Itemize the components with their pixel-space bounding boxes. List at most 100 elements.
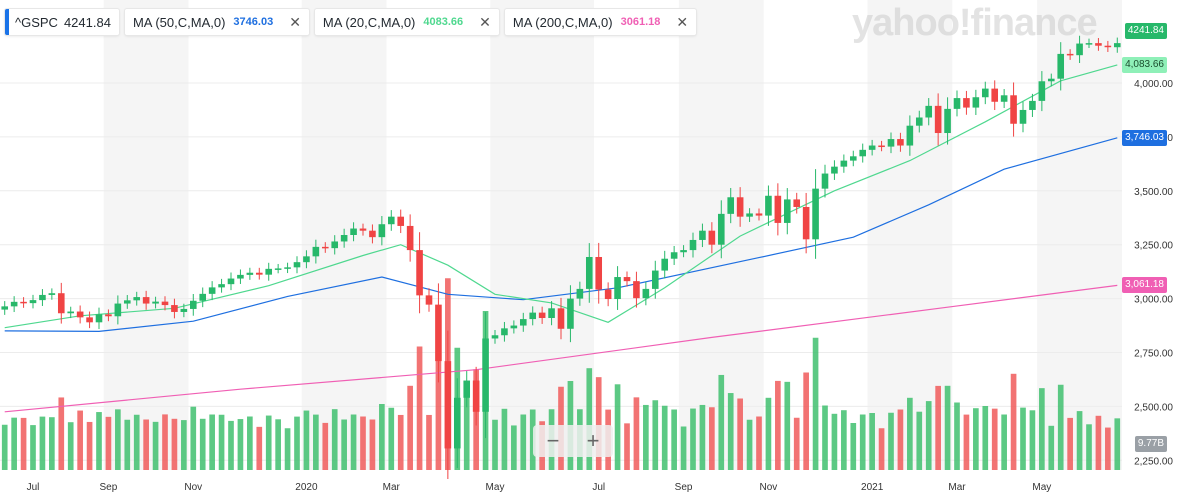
volume-bar [775, 380, 781, 470]
volume-bars [1, 278, 1121, 470]
candle-body [755, 213, 763, 216]
ma50-close-icon[interactable]: ✕ [289, 13, 301, 30]
candle-body [1038, 81, 1046, 101]
candle-body [199, 293, 207, 301]
candle-body [152, 301, 159, 304]
volume-bar [944, 385, 951, 470]
candle-body [180, 308, 188, 312]
candle-body [651, 270, 659, 289]
candle-body [48, 293, 56, 295]
volume-bar [935, 385, 941, 470]
candle-body [774, 195, 782, 223]
candle-body [340, 235, 348, 242]
candle-body [793, 199, 801, 207]
candle-body [623, 277, 631, 282]
candle-body [293, 262, 301, 268]
x-tick-label: May [486, 482, 505, 493]
candle-body [255, 272, 263, 275]
candle-body [39, 294, 46, 301]
candle-body [576, 288, 584, 299]
candle-body [1, 306, 9, 310]
volume-bar [699, 404, 706, 470]
volume-bar [331, 409, 338, 470]
symbol-chip[interactable]: ^GSPC 4241.84 [5, 9, 119, 35]
candle-body [878, 145, 885, 148]
candle-body [991, 88, 999, 102]
candle-body [567, 298, 574, 329]
volume-bar [925, 401, 932, 470]
x-tick-label: Nov [184, 482, 202, 493]
candle-body [29, 300, 37, 304]
zoom-in-button[interactable]: + [586, 428, 600, 453]
volume-bar [360, 416, 366, 470]
volume-bar [67, 422, 74, 470]
volume-bar [30, 425, 36, 470]
volume-bar [77, 410, 83, 470]
candle-body [218, 284, 225, 288]
volume-bar [20, 417, 27, 470]
x-tick-label: Mar [948, 482, 966, 493]
volume-bar [1114, 418, 1121, 470]
x-tick-label: Nov [760, 482, 778, 493]
volume-bar [397, 414, 404, 470]
volume-bar [841, 410, 847, 470]
month-bands [103, 0, 1122, 470]
volume-bar [916, 411, 923, 470]
zoom-out-button[interactable]: − [546, 428, 560, 453]
candle-body [463, 380, 471, 398]
ma200-chip[interactable]: MA (200,C,MA,0) 3061.18 ✕ [504, 9, 697, 35]
candle-body [397, 216, 405, 226]
volume-bar [1076, 411, 1083, 470]
candle-body [821, 173, 829, 189]
candle-body [849, 156, 857, 161]
price-tag: 4,083.66 [1122, 56, 1167, 73]
volume-bar [595, 377, 602, 470]
volume-bar [963, 414, 970, 470]
candle-body [208, 287, 216, 294]
price-tag: 4241.84 [1124, 22, 1167, 39]
volume-bar [1048, 425, 1055, 470]
ma20-value: 4083.66 [423, 16, 464, 28]
candle-body [491, 335, 499, 339]
ma20-close-icon[interactable]: ✕ [479, 13, 491, 30]
ma-line [4, 284, 1118, 413]
volume-bar [803, 372, 809, 470]
candle-body [114, 303, 122, 317]
ma20-chip[interactable]: MA (20,C,MA,0) 4083.66 ✕ [314, 9, 499, 35]
candle-body [57, 293, 65, 314]
volume-bar [793, 417, 800, 470]
candle-body [642, 288, 650, 299]
candle-body [67, 311, 75, 314]
candle-body [1047, 78, 1055, 82]
volume-bar [369, 419, 376, 470]
volume-bar [124, 419, 131, 470]
candlesticks [1, 35, 1121, 479]
zoom-controls: − + [533, 425, 613, 457]
y-tick-label: 2,500.00 [1134, 402, 1173, 413]
ma50-chip[interactable]: MA (50,C,MA,0) 3746.03 ✕ [124, 9, 309, 35]
candle-body [189, 300, 197, 309]
volume-bar [690, 408, 696, 470]
volume-bar [897, 409, 904, 470]
volume-bar [614, 384, 621, 470]
volume-bar [586, 368, 593, 470]
volume-bar [652, 400, 659, 470]
volume-bar [850, 423, 857, 470]
yahoo-finance-watermark: yahoo!finance [852, 2, 1098, 44]
volume-bar [812, 337, 819, 470]
ma200-value: 3061.18 [620, 16, 661, 28]
candle-body [406, 225, 414, 251]
month-band [1037, 0, 1122, 470]
ma200-label: MA (200,C,MA,0) [512, 14, 613, 30]
volume-bar [341, 419, 347, 470]
candle-body [1066, 53, 1074, 56]
candle-body [670, 252, 678, 259]
candle-body [444, 361, 452, 449]
candle-body [1057, 53, 1065, 79]
candle-body [699, 230, 706, 240]
candle-body [312, 246, 320, 257]
volume-bar [416, 346, 423, 470]
volume-bar [181, 420, 187, 470]
ma200-close-icon[interactable]: ✕ [676, 13, 689, 30]
